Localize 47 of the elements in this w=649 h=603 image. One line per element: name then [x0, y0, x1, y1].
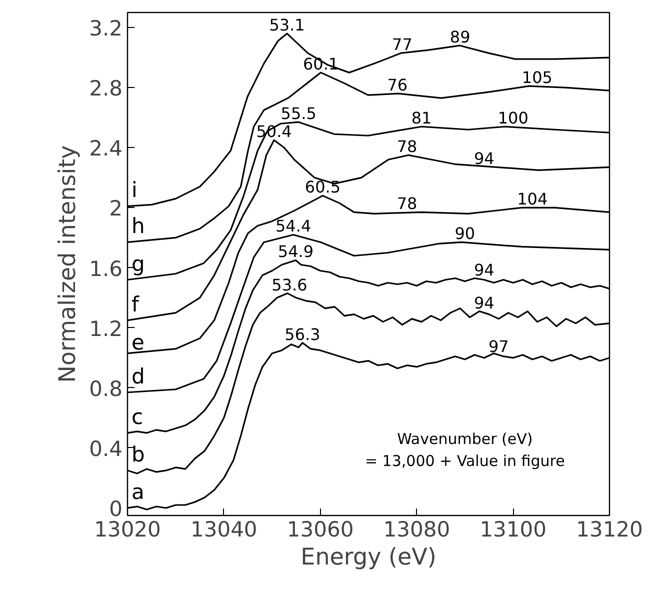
y-tick-label: 2	[109, 196, 123, 221]
x-tick-label: 13100	[480, 518, 547, 542]
annotation: 94	[474, 293, 494, 312]
annotation: 54.9	[278, 242, 314, 262]
annotation: 89	[450, 28, 470, 47]
legend-label: e	[132, 330, 144, 354]
y-tick-label: 2.8	[89, 76, 123, 101]
annotation: 55.5	[280, 104, 316, 124]
annotation: 54.4	[275, 216, 312, 236]
series-label: a	[132, 480, 144, 504]
y-tick-label: 3.2	[89, 16, 123, 41]
y-tick-label: 1.2	[89, 316, 123, 341]
annotation: = 13,000 + Value in figure	[364, 452, 565, 470]
x-tick-label: 13120	[576, 518, 643, 542]
annotation: 76	[387, 76, 408, 95]
x-tick-label: 13040	[190, 518, 258, 542]
annotation: 78	[396, 137, 418, 156]
annotation: 56.3	[284, 324, 320, 344]
annotation: 100	[498, 108, 528, 128]
annotation: 94	[474, 260, 494, 280]
annotation: 90	[454, 224, 476, 244]
y-tick-label: 2.4	[89, 136, 123, 161]
legend-label: f	[132, 292, 140, 316]
annotation: Wavenumber (eV)	[397, 430, 533, 448]
annotation: 77	[392, 35, 412, 54]
y-tick-label: 1.6	[89, 256, 123, 281]
annotation: 78	[396, 194, 418, 214]
annotation: 104	[517, 190, 548, 209]
x-tick-label: 13060	[286, 518, 354, 542]
x-tick-label: 13080	[383, 518, 450, 542]
x-axis-title: Energy (eV)	[300, 544, 436, 570]
y-tick-label: 0.4	[89, 436, 123, 461]
series-label: d	[132, 364, 145, 388]
y-tick-label: 0.8	[89, 376, 123, 401]
annotation: 60.5	[304, 178, 341, 197]
series-label: g	[132, 252, 145, 276]
series-label: i	[132, 178, 138, 202]
annotation: 97	[488, 336, 509, 356]
annotation: 53.1	[269, 16, 305, 35]
y-axis-title: Normalized intensity	[55, 145, 82, 383]
legend-label: h	[132, 214, 145, 238]
annotation: 105	[522, 68, 552, 88]
annotation: 53.6	[272, 275, 308, 294]
legend-label: b	[132, 442, 145, 466]
legend-label: c	[132, 404, 144, 429]
annotation: 94	[474, 149, 494, 168]
annotation: 81	[411, 108, 432, 128]
